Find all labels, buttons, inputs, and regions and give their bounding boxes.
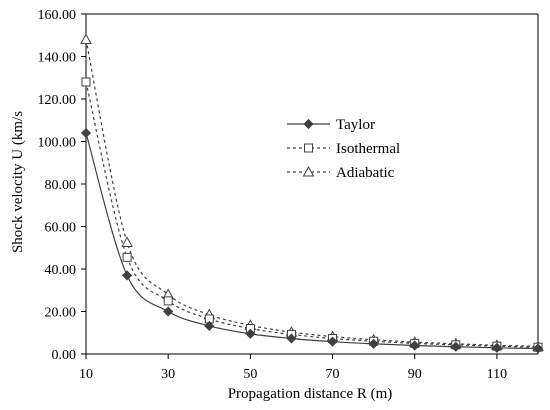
series-line — [85, 39, 539, 347]
data-point — [286, 333, 297, 344]
data-point — [163, 306, 174, 317]
data-point — [532, 343, 544, 354]
y-tick-label: 60.00 — [45, 221, 77, 236]
y-tick-label: 80.00 — [45, 178, 77, 193]
data-point — [450, 341, 461, 352]
series-line — [85, 132, 539, 350]
data-point — [491, 342, 502, 353]
x-axis: 10 30 50 70 90 110 — [79, 354, 507, 382]
y-tick-label: 120.00 — [38, 93, 77, 108]
legend-marker — [302, 165, 315, 177]
y-tick-label: 160.00 — [38, 8, 77, 23]
x-tick-label: 30 — [161, 367, 175, 382]
y-axis: 0.00 20.00 40.00 60.00 80.00 100.00 120.00 140.… — [38, 8, 86, 363]
data-point — [327, 336, 338, 347]
data-point — [80, 127, 92, 139]
data-point — [409, 340, 420, 351]
y-tick-label: 140.00 — [38, 51, 77, 66]
x-tick-label: 110 — [487, 367, 507, 382]
legend-item: Isothermal — [287, 141, 400, 157]
y-tick-label: 40.00 — [45, 263, 77, 278]
y-tick-label: 100.00 — [38, 136, 77, 151]
legend-item: Adiabatic — [287, 165, 395, 181]
legend: Taylor Isothermal Adiabatic — [287, 117, 400, 181]
plot-border — [85, 13, 539, 355]
data-point — [121, 236, 133, 247]
x-tick-label: 10 — [79, 367, 93, 382]
x-tick-label: 70 — [326, 367, 340, 382]
y-axis-title: Shock velocity U (km/s — [10, 111, 26, 253]
series-taylor — [80, 127, 544, 354]
x-axis-title: Propagation distance R (m) — [228, 386, 393, 402]
legend-label: Isothermal — [336, 141, 400, 157]
legend-label: Adiabatic — [336, 165, 395, 181]
data-point — [122, 270, 133, 281]
plot-area — [85, 13, 539, 355]
legend-marker — [303, 118, 314, 130]
series-line — [85, 81, 539, 348]
x-tick-label: 90 — [408, 367, 422, 382]
data-point — [80, 33, 92, 44]
series-layer — [80, 33, 544, 354]
legend-marker — [304, 143, 313, 153]
data-point — [81, 77, 91, 87]
data-point — [245, 328, 256, 339]
y-tick-label: 0.00 — [52, 348, 77, 363]
data-point — [204, 320, 215, 332]
y-tick-label: 20.00 — [45, 306, 77, 321]
data-point — [163, 296, 173, 306]
series-isothermal — [81, 77, 543, 352]
data-point — [122, 252, 132, 262]
legend-item: Taylor — [287, 117, 375, 133]
data-point — [368, 338, 379, 349]
legend-label: Taylor — [336, 117, 375, 133]
x-tick-label: 50 — [243, 367, 257, 382]
